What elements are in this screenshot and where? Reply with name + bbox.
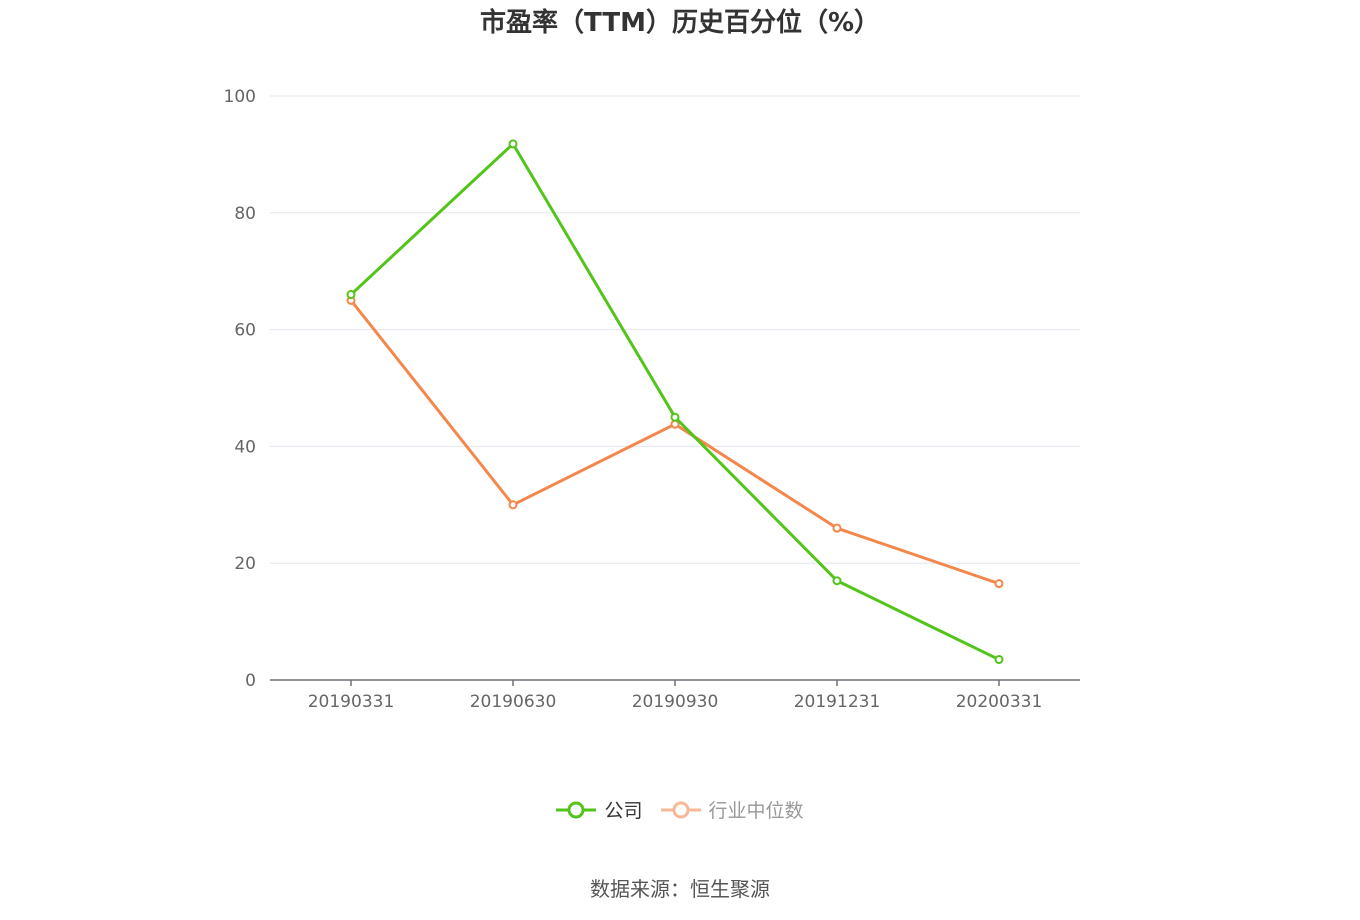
data-point-company[interactable]	[670, 412, 680, 422]
data-point-industry-median[interactable]	[832, 523, 842, 533]
data-point-industry-median[interactable]	[994, 579, 1004, 589]
data-point-company[interactable]	[346, 290, 356, 300]
data-point-company[interactable]	[508, 139, 518, 149]
y-tick-label: 20	[234, 554, 256, 574]
grid-lines	[270, 95, 1080, 564]
series-line-industry-median	[349, 299, 1000, 586]
x-axis: 20190331 20190630 20190930 20191231 20200331	[270, 679, 1080, 712]
y-tick-label: 80	[234, 204, 256, 224]
legend-item-industry-median[interactable]: 行业中位数	[660, 796, 804, 823]
y-tick-label: 40	[234, 437, 256, 457]
data-source: 数据来源：恒生聚源	[590, 877, 770, 901]
y-tick-label: 100	[224, 87, 256, 107]
data-point-company[interactable]	[994, 655, 1004, 665]
legend-label-company: 公司	[604, 800, 643, 822]
legend-company-marker-icon	[556, 801, 597, 818]
series-line-company	[349, 142, 1000, 661]
chart-title: 市盈率（TTM）历史百分位（%）	[480, 8, 880, 38]
legend-item-company[interactable]: 公司	[556, 796, 643, 823]
x-tick-label: 20190630	[470, 692, 557, 712]
legend: 公司 行业中位数	[0, 796, 1360, 823]
y-tick-label: 0	[245, 671, 256, 691]
y-tick-label: 60	[234, 321, 256, 341]
series-layer	[346, 139, 1004, 665]
x-tick-label: 20190930	[632, 692, 719, 712]
data-point-industry-median[interactable]	[508, 500, 518, 510]
y-axis: 0 20 40 60 80 100	[224, 87, 256, 691]
data-point-company[interactable]	[832, 576, 842, 586]
x-tick-label: 20191231	[794, 692, 881, 712]
legend-label-industry-median: 行业中位数	[708, 800, 804, 822]
x-tick-label: 20190331	[308, 692, 395, 712]
x-tick-label: 20200331	[956, 692, 1043, 712]
legend-industry-marker-icon	[660, 801, 701, 818]
